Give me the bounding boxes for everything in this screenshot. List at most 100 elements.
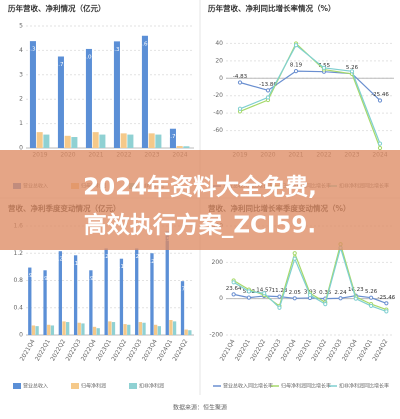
value-label: 5.26 — [365, 289, 378, 295]
value-label: 23.64 — [226, 286, 242, 292]
value-label: 16.23 — [348, 287, 364, 293]
value-label: 14.57 — [256, 288, 272, 294]
value-label: 0.95 — [39, 276, 52, 282]
bar — [77, 322, 81, 335]
bar — [180, 281, 185, 335]
bar — [184, 329, 188, 335]
point — [349, 69, 355, 74]
bar — [111, 322, 116, 335]
value-label: 4.60 — [139, 41, 152, 47]
line — [239, 70, 381, 101]
point — [338, 296, 343, 301]
value-label: 3.75 — [55, 62, 68, 68]
point — [377, 141, 383, 146]
value-label: 2.24 — [334, 290, 347, 296]
bar — [172, 321, 177, 335]
bar — [99, 134, 106, 148]
value-label: 4.38 — [27, 47, 40, 53]
bar — [176, 146, 183, 148]
bar — [169, 128, 176, 148]
bar — [157, 326, 161, 335]
bar — [169, 320, 173, 335]
bar — [165, 231, 169, 335]
point — [246, 289, 252, 294]
legend-label: 归母净利润同比增长率 — [281, 383, 331, 390]
y-tick-label: 20 — [215, 57, 223, 64]
legend-label: 营业总收入 — [23, 383, 48, 390]
bar — [92, 132, 99, 148]
bar — [85, 48, 92, 148]
value-label: -25.46 — [377, 295, 395, 301]
value-label: 1.27 — [131, 254, 144, 260]
value-label: -4.83 — [233, 74, 248, 80]
y-tick-label: 2 — [19, 96, 23, 103]
point — [293, 69, 299, 74]
bar — [142, 322, 146, 335]
legend-label: 营业总收入同比增长率 — [223, 383, 273, 390]
point — [237, 106, 243, 111]
bar — [120, 133, 127, 148]
banner-band — [0, 150, 400, 250]
point — [377, 145, 383, 151]
bar — [123, 324, 127, 335]
point — [246, 295, 252, 300]
point — [237, 80, 243, 85]
value-label: 0.35 — [319, 290, 332, 296]
bar — [127, 324, 131, 335]
bar — [108, 321, 112, 335]
point — [384, 309, 389, 314]
bar — [73, 255, 78, 335]
bar — [153, 324, 158, 335]
bar — [155, 134, 162, 148]
point — [262, 291, 267, 296]
bar — [119, 258, 124, 335]
value-label: 5.26 — [346, 65, 359, 71]
y-tick-label: 0 — [19, 145, 23, 152]
y-tick-label: 200 — [212, 259, 224, 266]
banner-line: 高效执行方案_ZCI59. — [84, 212, 316, 239]
y-tick-label: -20 — [213, 92, 223, 99]
bar — [28, 267, 32, 335]
y-tick-label: 0 — [219, 295, 223, 302]
y-tick-label: -200 — [209, 332, 223, 339]
point — [292, 256, 297, 261]
bar — [141, 35, 148, 149]
bar — [188, 330, 192, 335]
bar — [81, 323, 85, 335]
value-label: 11.23 — [272, 288, 288, 294]
bar — [66, 322, 70, 335]
y-tick-label: 1.2 — [13, 250, 23, 257]
chart-title: 历年营收、净利同比增长率情况（%） — [208, 3, 336, 13]
source: 数据来源：恒生聚源 — [173, 404, 227, 412]
bar — [89, 270, 93, 335]
bar — [58, 251, 62, 335]
point — [377, 98, 383, 103]
bar — [104, 248, 108, 335]
y-tick-label: 0 — [19, 332, 23, 339]
value-label: 1.27 — [100, 254, 113, 260]
bar — [50, 325, 55, 335]
legend-label: 扣非净利润同比增长率 — [339, 383, 389, 390]
bar — [135, 248, 139, 335]
bar — [64, 135, 71, 148]
point — [265, 88, 271, 93]
point — [231, 280, 236, 285]
value-label: -25.46 — [371, 92, 389, 98]
value-label: 1.17 — [69, 261, 82, 267]
bar — [62, 321, 66, 335]
point — [292, 296, 297, 301]
bar — [43, 134, 50, 148]
value-label: 1.23 — [54, 257, 67, 263]
value-label: 8.19 — [290, 63, 303, 69]
point — [265, 95, 271, 100]
y-tick-label: 0.8 — [13, 277, 23, 284]
point — [293, 43, 299, 48]
bar — [29, 41, 36, 148]
value-label: 0.99 — [24, 273, 37, 279]
point — [231, 292, 236, 297]
value-label: 0.95 — [85, 276, 98, 282]
y-tick-label: 0.4 — [13, 304, 23, 311]
value-label: 0.79 — [167, 134, 180, 140]
y-tick-label: 3 — [19, 71, 23, 78]
